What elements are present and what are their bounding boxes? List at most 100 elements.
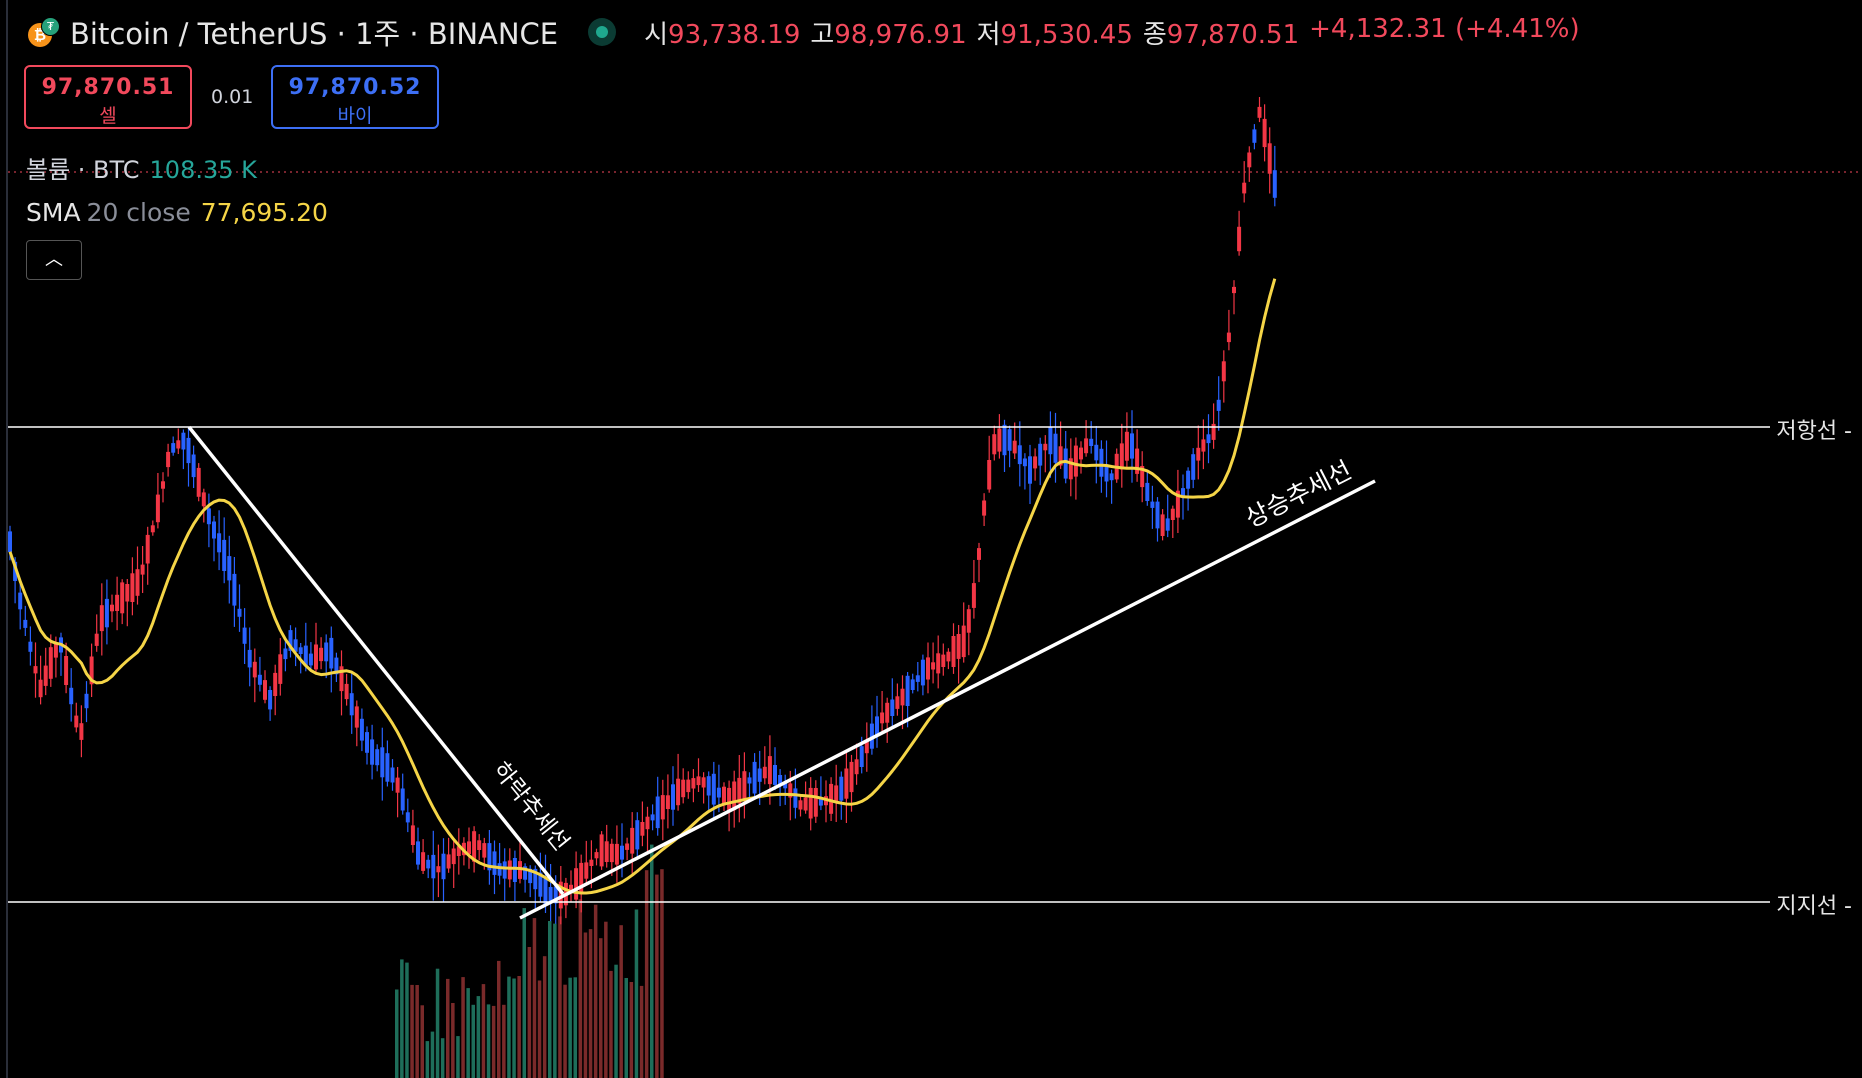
volume-bar (609, 970, 613, 1078)
candle-body (421, 852, 426, 871)
candle-body (252, 661, 257, 678)
candle-body (1043, 443, 1048, 451)
candle-body (1145, 482, 1150, 501)
candle-body (849, 761, 854, 793)
candle-body (722, 786, 726, 806)
candle-body (915, 675, 920, 682)
candle-body (135, 569, 140, 596)
candle-body (660, 795, 665, 820)
candle-body (1068, 458, 1073, 480)
volume-bar (660, 869, 664, 1078)
candle-body (1002, 424, 1007, 456)
candle-body (956, 634, 961, 659)
candle-body (528, 868, 533, 884)
volume-bar (486, 1004, 491, 1078)
candle-body (737, 777, 742, 804)
candle-body (1181, 488, 1185, 497)
candle-body (344, 683, 349, 700)
candle-body (33, 666, 38, 674)
buy-button[interactable]: 97,870.52 바이 (271, 65, 439, 129)
volume-bar (471, 1004, 475, 1078)
candle-body (864, 739, 869, 754)
candle-body (1094, 444, 1099, 461)
candle-body (625, 843, 630, 850)
volume-value: 108.35 K (149, 156, 257, 184)
candle-body (1257, 106, 1262, 118)
volume-legend[interactable]: 볼륨 · BTC 108.35 K (26, 150, 257, 185)
candle-body (176, 440, 181, 449)
candle-body (365, 732, 369, 753)
symbol-header: ₿ ₮ Bitcoin / TetherUS · 1주 · BINANCE 시9… (28, 10, 1580, 54)
candle-body (604, 841, 609, 862)
candle-body (671, 784, 675, 810)
low-label: 저 (976, 19, 1001, 50)
candle-body (441, 853, 446, 880)
candle-body (813, 788, 818, 817)
volume-bar (481, 984, 486, 1078)
sma-line (8, 278, 1277, 895)
candle-body (1262, 118, 1267, 148)
volume-bar (395, 989, 399, 1078)
candle-body (497, 863, 502, 876)
volume-bar (553, 923, 557, 1078)
candle-body (538, 872, 543, 897)
candle-body (273, 672, 278, 696)
candle-body (614, 843, 619, 865)
candle-body (732, 781, 737, 811)
candle-body (28, 641, 33, 652)
volume-bar (558, 916, 562, 1078)
candle-body (686, 779, 691, 793)
candle-body (971, 583, 976, 608)
candle-body (263, 680, 267, 700)
ohlc-values: 시93,738.19 고98,976.91 저91,530.45 종97,870… (644, 14, 1580, 51)
candle-body (319, 647, 324, 662)
candle-body (966, 609, 971, 633)
candle-body (1012, 440, 1017, 454)
close-label: 종 (1142, 19, 1167, 50)
symbol-title[interactable]: Bitcoin / TetherUS · 1주 · BINANCE (70, 17, 559, 51)
candle-body (711, 773, 716, 805)
volume-bar (593, 904, 598, 1078)
volume-bar (451, 1003, 455, 1078)
uptrend-line (519, 479, 1376, 920)
volume-bar (629, 982, 634, 1078)
candle-body (1063, 448, 1068, 479)
change-value: +4,132.31 (+4.41%) (1309, 13, 1580, 44)
candle-body (1242, 182, 1247, 194)
candle-body (778, 775, 783, 786)
candle-body (43, 665, 48, 686)
candle-body (1017, 445, 1022, 465)
candle-body (385, 753, 390, 782)
resistance-label: 저항선 - (1770, 413, 1852, 445)
sell-button[interactable]: 97,870.51 셀 (24, 65, 192, 129)
sma-value: 77,695.20 (200, 198, 328, 227)
candle-body (946, 651, 951, 662)
candle-body (110, 604, 114, 612)
candle-body (716, 787, 721, 798)
candle-body (303, 645, 308, 666)
candle-body (1033, 456, 1038, 469)
candle-body (1155, 501, 1160, 529)
candle-body (1186, 470, 1191, 489)
candle-body (140, 564, 145, 575)
candle-body (145, 534, 150, 564)
candle-body (1232, 286, 1236, 294)
volume-bar (639, 985, 644, 1078)
candle-body (104, 598, 109, 628)
open-value: 93,738.19 (668, 19, 801, 50)
spread-value: 0.01 (211, 86, 254, 108)
candle-body (655, 796, 660, 829)
candle-body (599, 834, 604, 867)
collapse-legend-button[interactable]: ︿ (26, 240, 82, 280)
candle-body (186, 437, 191, 464)
candle-body (681, 779, 686, 798)
candle-body (1073, 445, 1078, 477)
volume-bar (491, 1005, 496, 1078)
candle-body (1267, 143, 1272, 174)
sma-legend[interactable]: SMA 20 close 77,695.20 (26, 198, 328, 227)
candle-body (1048, 426, 1053, 455)
candle-body (1109, 473, 1114, 481)
volume-bar (466, 988, 470, 1078)
volume-bar (655, 874, 659, 1078)
